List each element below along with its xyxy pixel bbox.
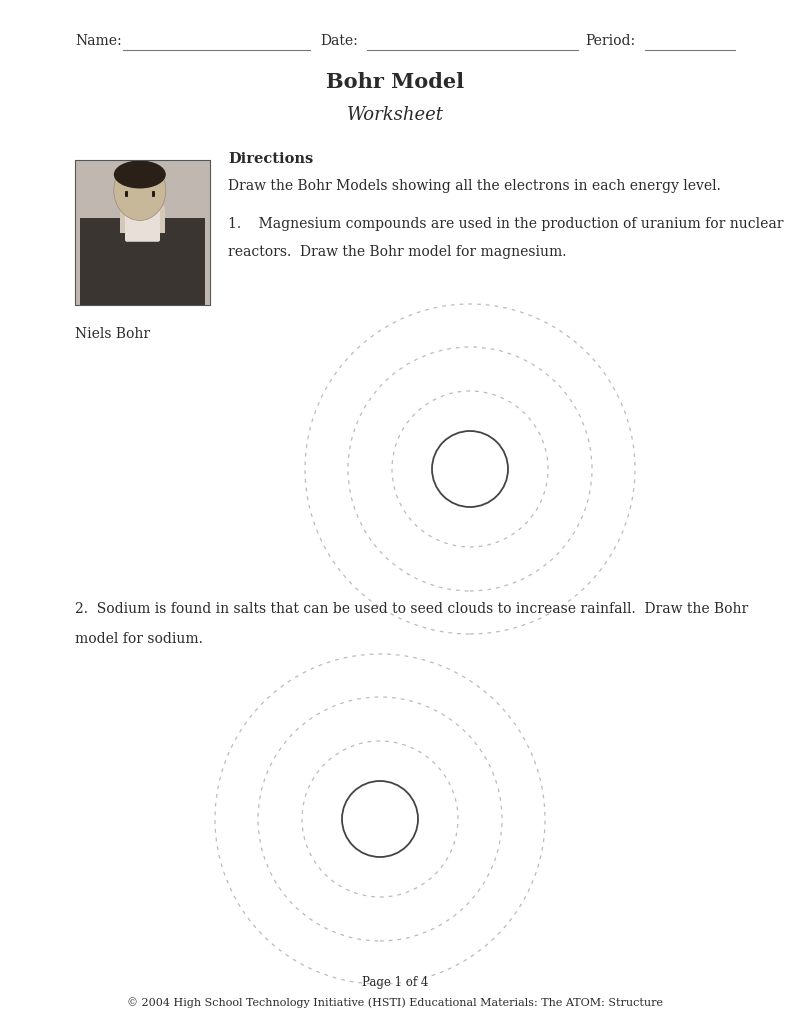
FancyBboxPatch shape (125, 202, 160, 242)
Text: Draw the Bohr Models showing all the electrons in each energy level.: Draw the Bohr Models showing all the ele… (228, 179, 721, 193)
Ellipse shape (114, 161, 166, 188)
Bar (120, 207, 165, 232)
Text: Page 1 of 4: Page 1 of 4 (362, 976, 429, 989)
Text: © 2004 High School Technology Initiative (HSTI) Educational Materials: The ATOM:: © 2004 High School Technology Initiative… (127, 997, 664, 1008)
Bar (75, 160, 210, 305)
Text: 2.  Sodium is found in salts that can be used to seed clouds to increase rainfal: 2. Sodium is found in salts that can be … (75, 602, 748, 616)
Text: model for sodium.: model for sodium. (75, 632, 202, 646)
Text: Worksheet: Worksheet (347, 106, 444, 124)
Text: 1.    Magnesium compounds are used in the production of uranium for nuclear: 1. Magnesium compounds are used in the p… (228, 217, 784, 231)
Text: Bohr Model: Bohr Model (327, 72, 464, 92)
Text: Niels Bohr: Niels Bohr (75, 327, 150, 341)
Text: Date:: Date: (320, 34, 358, 48)
Bar (80, 218, 205, 305)
Text: reactors.  Draw the Bohr model for magnesium.: reactors. Draw the Bohr model for magnes… (228, 245, 566, 259)
Text: Period:: Period: (585, 34, 635, 48)
Bar (75, 160, 210, 305)
Ellipse shape (114, 161, 166, 220)
Text: Name:: Name: (75, 34, 122, 48)
Text: Directions: Directions (228, 152, 313, 166)
